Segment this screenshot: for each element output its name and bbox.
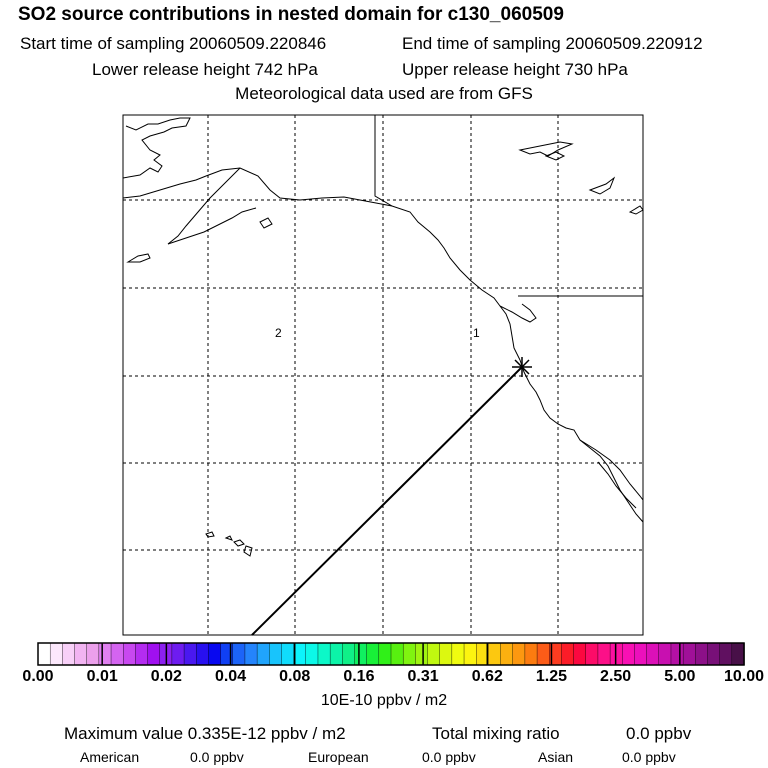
sampling-start-label: Start time of sampling 20060509.220846 — [20, 34, 327, 53]
colorbar-cell — [695, 642, 709, 666]
region-label-1: 1 — [473, 326, 480, 340]
asian-label: Asian — [538, 749, 574, 765]
colorbar-cell — [74, 642, 88, 666]
colorbar-cell — [37, 642, 51, 666]
colorbar-cell — [244, 642, 258, 666]
colorbar-tick-label: 0.16 — [343, 668, 375, 685]
colorbar-cell — [317, 642, 331, 666]
trajectory-line — [251, 366, 523, 636]
colorbar-cell — [329, 642, 344, 666]
colorbar-tick-label: 0.62 — [471, 668, 503, 685]
colorbar-cell — [609, 642, 623, 666]
upper-release-height-label: Upper release height 730 hPa — [402, 60, 628, 79]
colorbar-tick-label: 0.31 — [407, 668, 439, 685]
colorbar-cell — [682, 642, 697, 666]
source-marker-icon — [512, 357, 532, 377]
colorbar-tick-label: 0.08 — [279, 668, 311, 685]
asian-value: 0.0 ppbv — [622, 749, 676, 765]
colorbar-units: 10E-10 ppbv / m2 — [320, 692, 448, 709]
colorbar-tick-label: 2.50 — [600, 668, 632, 685]
colorbar-cell — [135, 642, 149, 666]
colorbar-cell — [123, 642, 137, 666]
region-label-2: 2 — [275, 326, 282, 340]
american-value: 0.0 ppbv — [190, 749, 244, 765]
colorbar-cell — [658, 642, 672, 666]
american-label: American — [80, 749, 140, 765]
colorbar-cell — [147, 642, 161, 666]
map-grid — [123, 115, 643, 635]
colorbar-cell — [183, 642, 197, 666]
colorbar-cell — [415, 642, 429, 666]
colorbar-cell — [232, 642, 246, 666]
meteorological-data-label: Meteorological data used are from GFS — [235, 84, 533, 103]
colorbar-cell — [305, 642, 319, 666]
sampling-end-label: End time of sampling 20060509.220912 — [402, 34, 703, 53]
colorbar-cell — [634, 642, 648, 666]
colorbar-cell — [390, 642, 404, 666]
colorbar-cell — [281, 642, 295, 666]
colorbar-tick-label: 0.01 — [86, 668, 118, 685]
colorbar-cell — [731, 642, 745, 666]
colorbar-cell — [573, 642, 587, 666]
colorbar-cell — [269, 642, 283, 666]
colorbar-cell — [463, 642, 477, 666]
colorbar-tick-label: 10.00 — [723, 668, 765, 685]
colorbar-cell — [524, 642, 538, 666]
colorbar-cell — [49, 642, 64, 666]
colorbar-cell — [293, 642, 307, 666]
colorbar-frame — [37, 642, 745, 666]
colorbar-cell — [402, 642, 417, 666]
colorbar-cell — [500, 642, 514, 666]
european-label: European — [308, 749, 369, 765]
colorbar-cell — [354, 642, 368, 666]
colorbar-tick-label: 5.00 — [664, 668, 696, 685]
colorbar-cell — [512, 642, 526, 666]
colorbar-cell — [439, 642, 453, 666]
colorbar-tick-label: 0.04 — [214, 668, 247, 685]
colorbar-cell — [427, 642, 441, 666]
colorbar-cell — [86, 642, 100, 666]
plot-title: SO2 source contributions in nested domai… — [18, 4, 564, 25]
colorbar-cell — [366, 642, 380, 666]
colorbar-cell — [171, 642, 185, 666]
colorbar-cell — [256, 642, 270, 666]
colorbar-cell — [670, 642, 684, 666]
map-frame — [122, 114, 644, 636]
colorbar-tick-label: 1.25 — [535, 668, 568, 685]
colorbar-cell — [220, 642, 234, 666]
colorbar-tick-label: 0.02 — [150, 668, 182, 685]
colorbar-cell — [451, 642, 465, 666]
colorbar-cell — [536, 642, 550, 666]
european-value: 0.0 ppbv — [422, 749, 476, 765]
lower-release-height-label: Lower release height 742 hPa — [92, 60, 318, 79]
colorbar-cell — [561, 642, 575, 666]
coastlines — [122, 115, 644, 557]
colorbar-cell — [719, 642, 733, 666]
colorbar-cell — [98, 642, 112, 666]
total-mixing-ratio-value: 0.0 ppbv — [626, 724, 692, 743]
colorbar-cell — [208, 642, 222, 666]
colorbar-cell — [342, 642, 356, 666]
colorbar-cell — [488, 642, 502, 666]
maximum-value-label: Maximum value 0.335E-12 ppbv / m2 — [64, 724, 346, 743]
colorbar-cell — [62, 642, 76, 666]
colorbar-cell — [378, 642, 392, 666]
colorbar-cell — [597, 642, 611, 666]
colorbar-cell — [707, 642, 721, 666]
total-mixing-ratio-label: Total mixing ratio — [432, 724, 560, 743]
colorbar-cell — [110, 642, 124, 666]
colorbar-tick-label: 0.00 — [22, 668, 54, 685]
colorbar-cell — [585, 642, 599, 666]
colorbar-cell — [622, 642, 636, 666]
colorbar-cell — [196, 642, 210, 666]
colorbar-cell — [646, 642, 660, 666]
